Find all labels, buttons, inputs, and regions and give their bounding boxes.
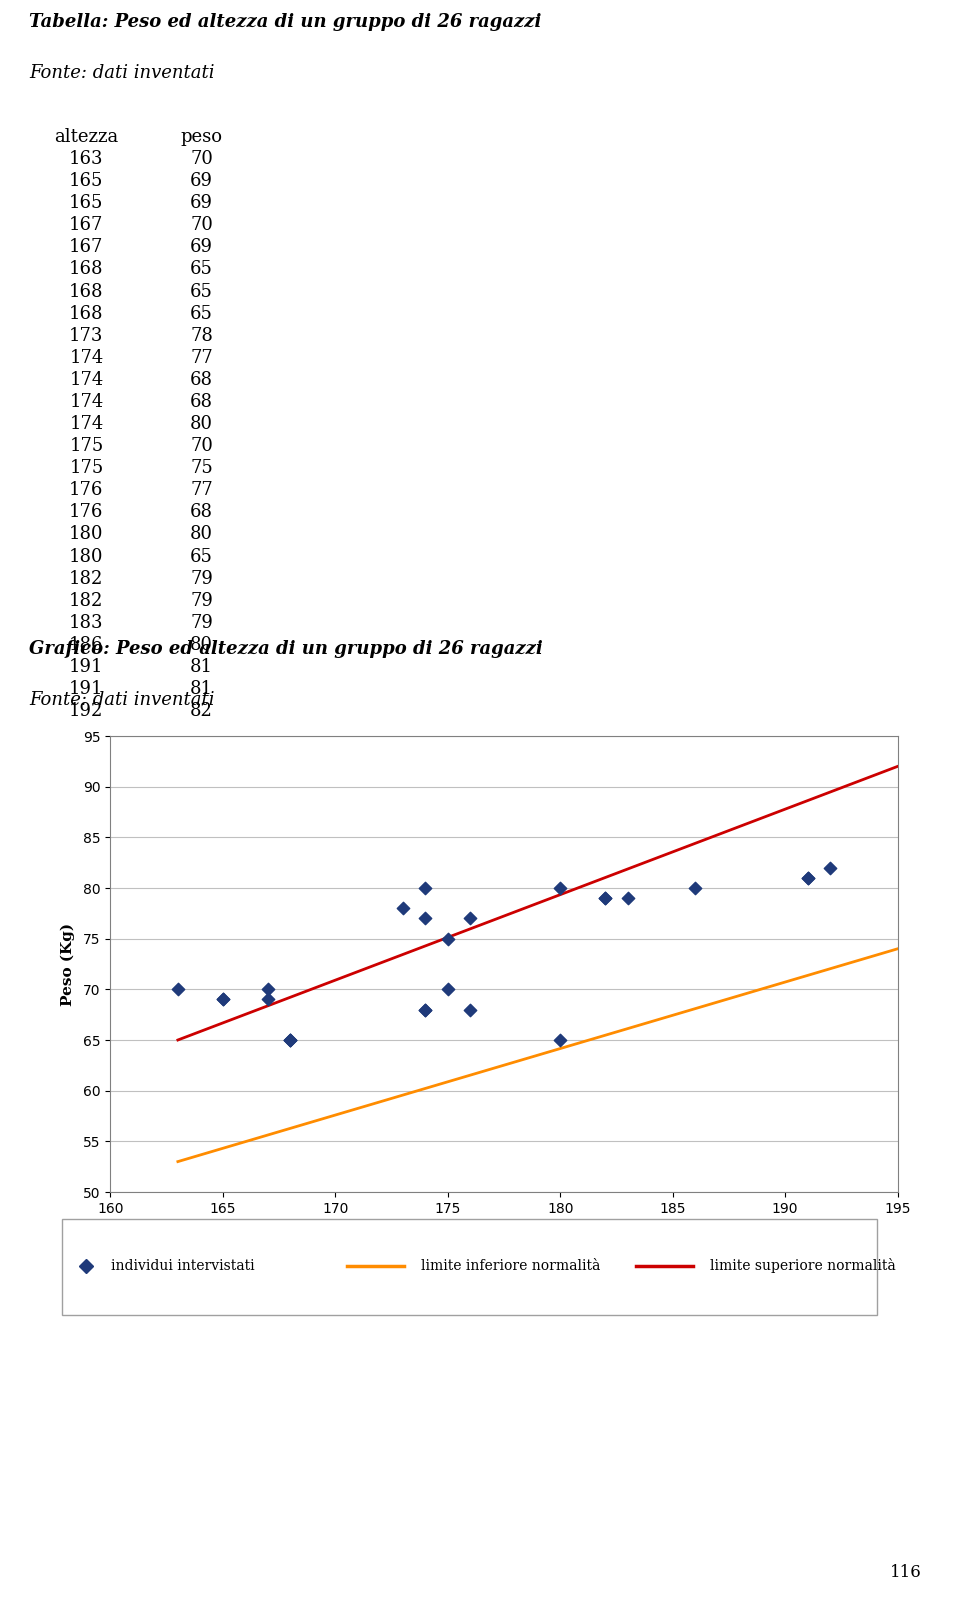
Y-axis label: Peso (Kg): Peso (Kg) — [60, 923, 75, 1005]
Point — [463, 997, 478, 1022]
Text: 180: 180 — [69, 525, 104, 544]
Point — [282, 1027, 298, 1053]
Point — [282, 1027, 298, 1053]
Text: 65: 65 — [190, 547, 213, 565]
Text: 82: 82 — [190, 702, 213, 720]
Point — [418, 875, 433, 901]
Text: 80: 80 — [190, 414, 213, 434]
Point — [687, 875, 703, 901]
Text: 173: 173 — [69, 326, 104, 344]
Text: 68: 68 — [190, 371, 213, 389]
Text: 180: 180 — [69, 547, 104, 565]
Point — [823, 854, 838, 880]
Text: 81: 81 — [190, 680, 213, 698]
Text: 175: 175 — [69, 437, 104, 454]
Text: 163: 163 — [69, 150, 104, 168]
Point — [282, 1027, 298, 1053]
Point — [418, 997, 433, 1022]
Text: limite inferiore normalità: limite inferiore normalità — [420, 1259, 600, 1272]
Text: 167: 167 — [69, 238, 104, 256]
Text: 176: 176 — [69, 482, 104, 499]
Text: 79: 79 — [190, 570, 213, 587]
Text: 174: 174 — [69, 394, 104, 411]
Point — [260, 987, 276, 1013]
Point — [597, 885, 612, 910]
Text: 191: 191 — [69, 680, 104, 698]
Point — [440, 926, 455, 952]
Text: 175: 175 — [69, 459, 104, 477]
Text: 79: 79 — [190, 614, 213, 632]
Text: 80: 80 — [190, 635, 213, 654]
Text: 70: 70 — [190, 437, 213, 454]
Text: 168: 168 — [69, 261, 104, 278]
Text: 80: 80 — [190, 525, 213, 544]
Text: 182: 182 — [69, 592, 104, 610]
Text: peso: peso — [180, 128, 223, 146]
Text: 69: 69 — [190, 173, 213, 190]
Text: 168: 168 — [69, 304, 104, 323]
Point — [260, 976, 276, 1002]
FancyBboxPatch shape — [61, 1219, 877, 1315]
Text: 75: 75 — [190, 459, 213, 477]
Point — [440, 976, 455, 1002]
Text: 174: 174 — [69, 414, 104, 434]
Text: 70: 70 — [190, 216, 213, 234]
Text: 174: 174 — [69, 349, 104, 366]
Text: 182: 182 — [69, 570, 104, 587]
Text: 79: 79 — [190, 592, 213, 610]
Text: Grafico: Peso ed altezza di un gruppo di 26 ragazzi: Grafico: Peso ed altezza di un gruppo di… — [29, 640, 542, 658]
Text: 68: 68 — [190, 394, 213, 411]
Text: 191: 191 — [69, 658, 104, 675]
Text: 168: 168 — [69, 283, 104, 301]
Text: Tabella: Peso ed altezza di un gruppo di 26 ragazzi: Tabella: Peso ed altezza di un gruppo di… — [29, 13, 541, 30]
Text: Fonte: dati inventati: Fonte: dati inventati — [29, 64, 214, 82]
Text: 69: 69 — [190, 194, 213, 213]
Text: 77: 77 — [190, 482, 213, 499]
Point — [597, 885, 612, 910]
Text: 70: 70 — [190, 150, 213, 168]
Point — [620, 885, 636, 910]
Text: 65: 65 — [190, 283, 213, 301]
Text: 77: 77 — [190, 349, 213, 366]
Text: 174: 174 — [69, 371, 104, 389]
Point — [553, 1027, 568, 1053]
Text: individui intervistati: individui intervistati — [111, 1259, 255, 1272]
Text: 65: 65 — [190, 304, 213, 323]
Text: 81: 81 — [190, 658, 213, 675]
Point — [463, 906, 478, 931]
Point — [800, 866, 815, 891]
Point — [553, 875, 568, 901]
Text: 176: 176 — [69, 504, 104, 522]
Point — [418, 906, 433, 931]
Text: 69: 69 — [190, 238, 213, 256]
Text: 116: 116 — [890, 1563, 922, 1581]
Text: 165: 165 — [69, 173, 104, 190]
Text: 165: 165 — [69, 194, 104, 213]
Point — [215, 987, 230, 1013]
Text: 192: 192 — [69, 702, 104, 720]
Text: 65: 65 — [190, 261, 213, 278]
Text: 167: 167 — [69, 216, 104, 234]
Text: 186: 186 — [69, 635, 104, 654]
Text: altezza: altezza — [55, 128, 118, 146]
Text: limite superiore normalità: limite superiore normalità — [709, 1258, 896, 1274]
Point — [396, 896, 411, 922]
Text: 68: 68 — [190, 504, 213, 522]
Text: 78: 78 — [190, 326, 213, 344]
Text: Fonte: dati inventati: Fonte: dati inventati — [29, 691, 214, 709]
Point — [418, 997, 433, 1022]
Point — [800, 866, 815, 891]
Point — [170, 976, 185, 1002]
Point — [215, 987, 230, 1013]
Text: 183: 183 — [69, 614, 104, 632]
X-axis label: Altezza (cm): Altezza (cm) — [450, 1224, 558, 1238]
